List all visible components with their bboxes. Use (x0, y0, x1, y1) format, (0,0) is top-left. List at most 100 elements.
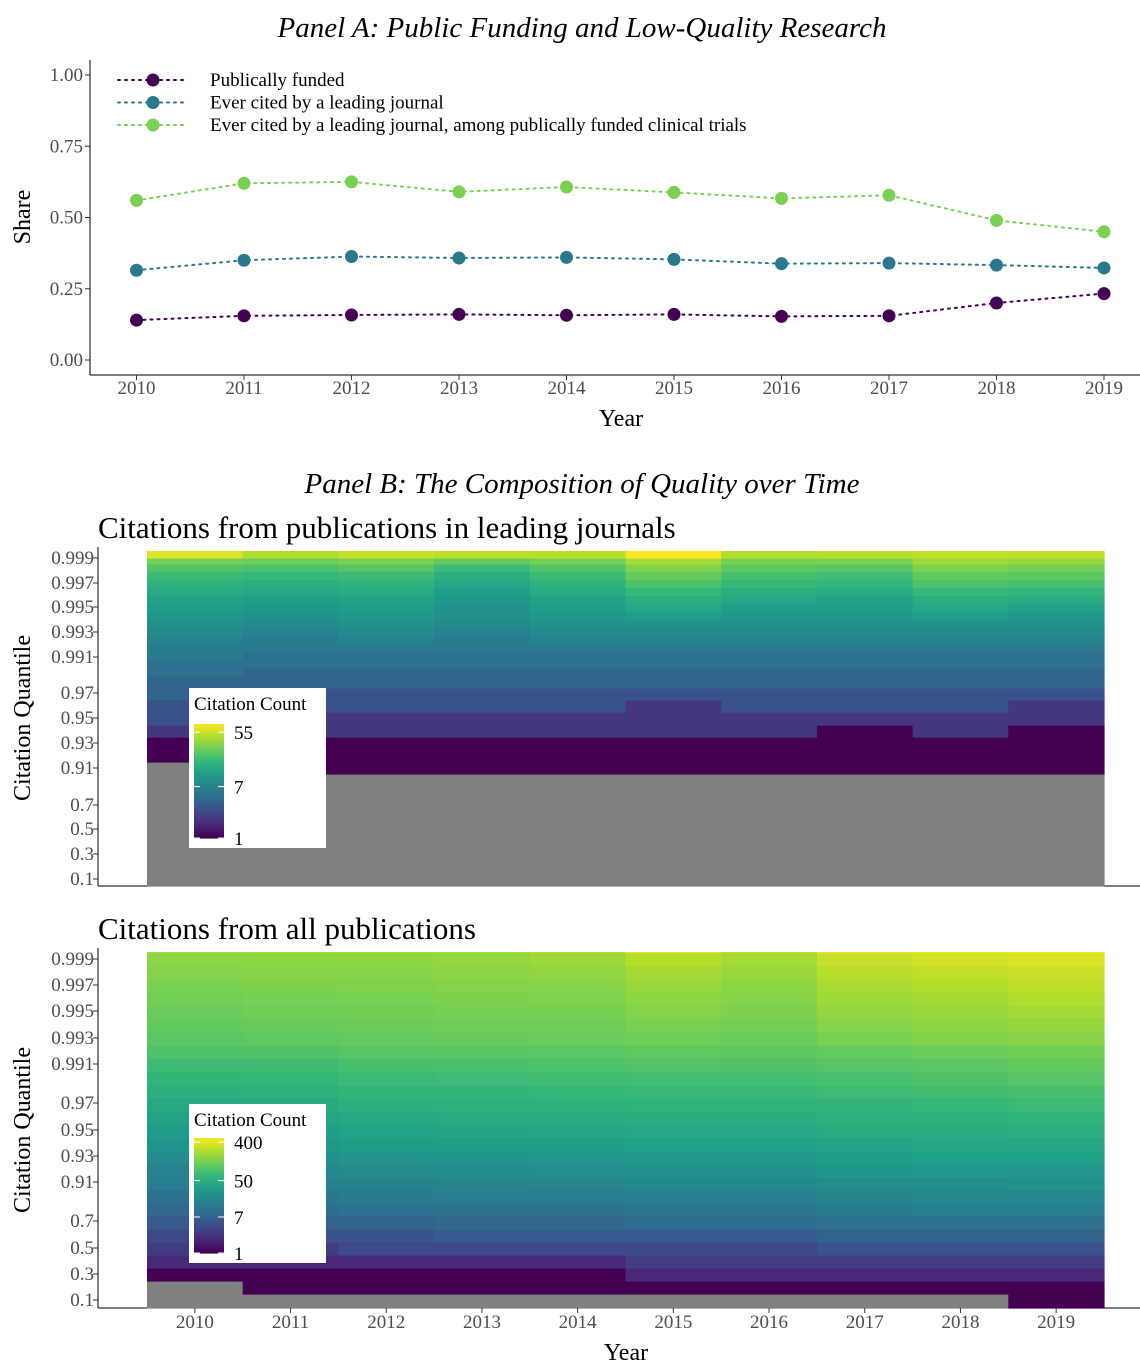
heatmap-cell (1008, 774, 1105, 788)
heatmap-cell (625, 1255, 722, 1269)
heatmap-cell (529, 992, 627, 1006)
heatmap-cell (625, 1071, 722, 1086)
heatmap-cell (721, 1045, 818, 1059)
heatmap-cell (1008, 1164, 1105, 1178)
y-tick-label: 0.25 (50, 279, 83, 300)
heatmap-cell (816, 668, 914, 677)
heatmap-cell (1008, 668, 1105, 677)
y-tick-label: 0.50 (50, 208, 83, 229)
heatmap-cell (338, 979, 435, 993)
legend-colorbar-step (194, 785, 224, 789)
heatmap-cell (1008, 1177, 1105, 1191)
heatmap-cell (1008, 787, 1105, 812)
heatmap-cell (147, 1058, 244, 1072)
heatmap-cell (434, 587, 531, 596)
heatmap-cell (912, 836, 1009, 862)
heatmap-cell (721, 1111, 818, 1125)
legend-colorbar-step (194, 1140, 224, 1144)
heatmap-cell (721, 1005, 818, 1019)
heatmap-cell (434, 1268, 531, 1282)
heatmap-cell (242, 1294, 339, 1309)
heatmap-cell (816, 700, 914, 713)
y-tick-label: 1.00 (50, 65, 83, 86)
legend-colorbar-step (194, 1238, 224, 1242)
legend-colorbar-step (194, 728, 224, 732)
heatmap-cell (721, 952, 818, 953)
heatmap-cell (1008, 811, 1105, 837)
heatmap-cell (434, 1111, 531, 1125)
heatmap-cell (912, 1111, 1009, 1125)
legend-colorbar-step (194, 1188, 224, 1192)
legend-colorbar-step (194, 1233, 224, 1237)
y-tick-label: 0.991 (51, 647, 94, 668)
heatmap-cell (1008, 558, 1105, 565)
heatmap-cell (242, 1045, 339, 1059)
x-tick-label: 2012 (333, 378, 371, 399)
legend-colorbar-step (194, 1195, 224, 1199)
legend-colorbar-step (194, 733, 224, 737)
heatmap-cell (242, 861, 339, 887)
heatmap-cell (338, 700, 435, 713)
heatmap-cell (338, 1018, 435, 1032)
legend-colorbar-step (194, 1243, 224, 1247)
heatmap-cell (721, 737, 818, 751)
heatmap-cell (529, 595, 627, 604)
heatmap-cell (434, 579, 531, 588)
y-tick-label: 0.97 (61, 1093, 94, 1114)
heatmap-cell (434, 750, 531, 763)
heatmap-cell (1008, 1005, 1105, 1019)
y-tick-label: 0.995 (51, 597, 94, 618)
heatmap-cell (338, 1138, 435, 1152)
heatmap-cell (1008, 1294, 1105, 1309)
heatmap-cell (721, 668, 818, 677)
heatmap-cell (912, 1164, 1009, 1178)
heatmap-cell (338, 587, 435, 596)
legend-colorbar-step (194, 1171, 224, 1175)
heatmap-cell (434, 1255, 531, 1269)
legend-colorbar-step (194, 781, 224, 784)
heatmap-cell (625, 564, 722, 572)
heatmap-cell (338, 643, 435, 652)
heatmap-cell (816, 953, 914, 967)
heatmap-cell (912, 603, 1009, 612)
heatmap-cell (242, 992, 339, 1006)
legend-colorbar-step (194, 776, 224, 780)
heatmap-cell (816, 1216, 914, 1230)
y-tick-label: 0.5 (70, 819, 94, 840)
legend-colorbar-step (194, 783, 224, 787)
heatmap-cell (912, 676, 1009, 689)
heatmap-cell (338, 579, 435, 588)
heatmap-cell (434, 1138, 531, 1152)
heatmap-cell (529, 1294, 627, 1309)
heatmap-cell (434, 1018, 531, 1032)
heatmap-cell (1008, 992, 1105, 1006)
heatmap-cell (338, 953, 435, 967)
legend-colorbar-step (194, 747, 224, 751)
heatmap-cell (147, 551, 244, 559)
heatmap-cell (912, 564, 1009, 572)
heatmap-cell (816, 1018, 914, 1032)
data-point (452, 251, 466, 265)
heatmap-cell (721, 619, 818, 628)
heatmap-cell (625, 811, 722, 837)
heatmap-cell (625, 688, 722, 701)
heatmap-cell (434, 688, 531, 701)
heatmap-cell (242, 627, 339, 636)
heatmap-cell (338, 1071, 435, 1086)
heatmap-cell (147, 595, 244, 604)
data-point (237, 309, 251, 323)
heatmap-cell (434, 1058, 531, 1072)
heatmap-cell (529, 836, 627, 862)
heatmap-cell (147, 1294, 244, 1309)
data-point (990, 213, 1003, 227)
heatmap-cell (147, 1268, 244, 1282)
data-point (882, 188, 896, 202)
heatmap-cell (434, 1045, 531, 1059)
heatmap-cell (912, 979, 1009, 993)
heatmap-cell (1008, 1098, 1105, 1112)
heatmap-cell (434, 676, 531, 689)
legend-colorbar-step (194, 1226, 224, 1230)
y-tick-label: 0.7 (70, 795, 94, 816)
legend-colorbar-step (194, 1236, 224, 1240)
heatmap-cell (816, 571, 914, 580)
